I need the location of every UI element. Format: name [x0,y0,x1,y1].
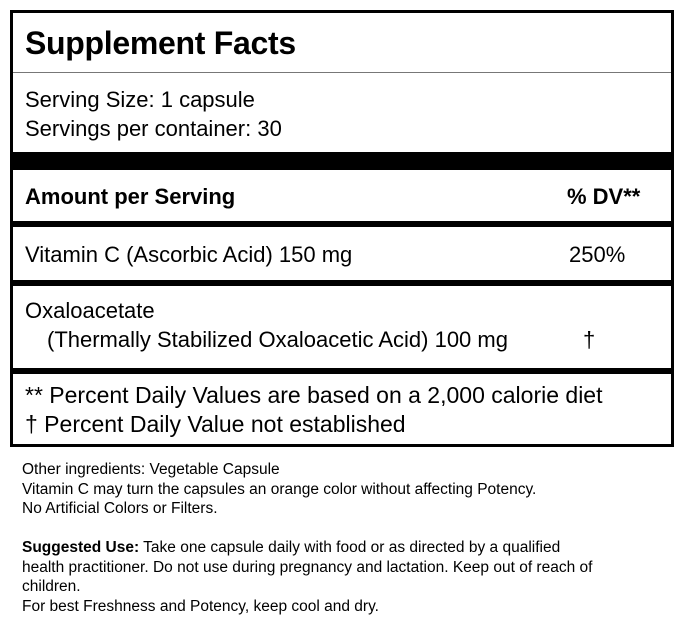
dv-header-label: % DV** [567,184,641,209]
servings-per-container: Servings per container: 30 [25,116,282,141]
other-ingredients: Other ingredients: Vegetable Capsule [22,461,280,478]
suggested-use-text: children. [22,578,81,595]
supplement-facts-panel: Supplement Facts Serving Size: 1 capsule… [10,10,674,447]
nutrient-dv: 250% [569,242,626,267]
medium-divider [13,368,671,374]
footnote-dv: ** Percent Daily Values are based on a 2… [25,382,603,408]
nutrient-row-oxaloacetate: Oxaloacetate (Thermally Stabilized Oxalo… [13,288,671,368]
nutrient-row-vitamin-c: Vitamin C (Ascorbic Acid) 150 mg 250% [13,228,671,280]
suggested-use-label: Suggested Use: [22,539,140,556]
serving-info: Serving Size: 1 capsule Servings per con… [13,74,671,152]
color-note: Vitamin C may turn the capsules an orang… [22,480,537,498]
suggested-use-text: health practitioner. Do not use during p… [22,558,593,576]
nutrient-name: Vitamin C (Ascorbic Acid) 150 mg [25,242,353,267]
suggested-use: Suggested Use: Take one capsule daily wi… [22,538,592,616]
serving-size: Serving Size: 1 capsule [25,87,255,112]
nutrient-name: Oxaloacetate [25,298,155,323]
thick-divider [13,152,671,170]
panel-footnotes: ** Percent Daily Values are based on a 2… [13,379,671,445]
footnote-dagger: † Percent Daily Value not established [25,411,406,437]
medium-divider [13,280,671,286]
medium-divider [13,221,671,227]
nutrient-detail: (Thermally Stabilized Oxaloacetic Acid) … [47,327,508,352]
amount-per-serving-label: Amount per Serving [25,184,236,209]
suggested-use-text: Take one capsule daily with food or as d… [139,539,561,556]
no-artificial-note: No Artificial Colors or Filters. [22,500,218,517]
dagger-mark: † [583,327,596,352]
title-row: Supplement Facts [13,13,671,73]
divider [13,72,671,73]
storage-note: For best Freshness and Potency, keep coo… [22,597,379,615]
panel-title: Supplement Facts [25,25,296,61]
other-info: Other ingredients: Vegetable Capsule Vit… [22,460,536,519]
amount-header-row: Amount per Serving % DV** [13,170,671,222]
